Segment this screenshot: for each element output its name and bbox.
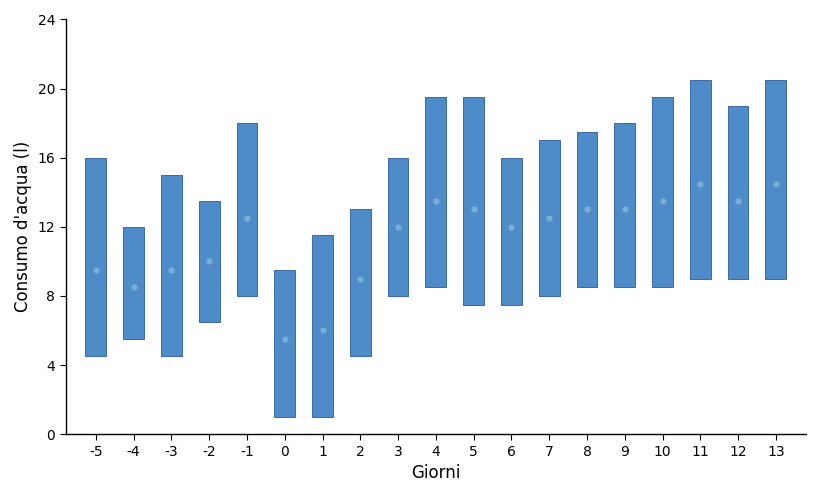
Bar [765,80,785,279]
Bar [425,97,446,287]
Bar [689,80,710,279]
Bar [236,123,257,296]
Bar [85,158,106,356]
Bar [123,227,144,339]
Bar [726,106,748,279]
Bar [538,140,559,296]
Y-axis label: Consumo d'acqua (l): Consumo d'acqua (l) [14,141,32,312]
Bar [463,97,483,305]
Bar [613,123,635,287]
Bar [576,132,597,287]
Bar [198,201,219,322]
Bar [312,236,333,417]
Bar [651,97,672,287]
Bar [500,158,521,305]
Bar [274,270,295,417]
Bar [161,175,182,356]
X-axis label: Giorni: Giorni [410,464,460,482]
Bar [387,158,408,296]
Bar [350,209,370,356]
